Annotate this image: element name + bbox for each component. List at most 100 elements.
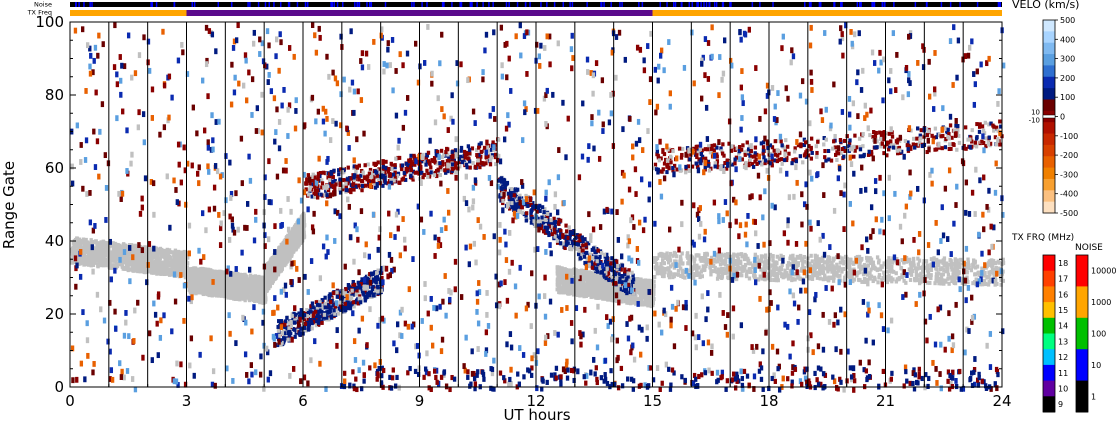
range-cell xyxy=(568,283,573,288)
range-cell xyxy=(224,279,228,284)
range-cell xyxy=(277,260,281,265)
range-cell xyxy=(72,259,76,264)
range-cell xyxy=(111,246,116,251)
range-cell xyxy=(207,284,212,289)
range-cell xyxy=(813,266,817,271)
range-cell xyxy=(649,284,653,289)
range-cell xyxy=(205,292,210,297)
range-cell xyxy=(142,255,146,260)
range-cell xyxy=(182,249,186,254)
range-cell xyxy=(129,267,134,272)
range-cell xyxy=(139,265,143,270)
range-cell xyxy=(640,285,644,290)
range-cell xyxy=(91,239,96,244)
range-cell xyxy=(570,275,574,280)
range-cell xyxy=(77,242,81,247)
range-cell xyxy=(633,299,637,304)
range-cell xyxy=(205,272,209,277)
range-cell xyxy=(136,269,140,274)
range-cell xyxy=(294,229,299,234)
range-cell xyxy=(657,252,661,257)
range-cell xyxy=(677,262,681,267)
range-cell xyxy=(173,248,178,253)
range-cell xyxy=(302,230,306,235)
noise-strip-mark xyxy=(925,2,928,7)
range-cell xyxy=(230,279,234,284)
noise-strip-mark xyxy=(659,2,661,7)
range-cell xyxy=(676,272,681,277)
range-cell xyxy=(641,278,645,283)
range-cell xyxy=(217,285,221,290)
range-cell xyxy=(600,274,604,279)
range-cell xyxy=(255,291,259,296)
range-cell xyxy=(299,231,303,236)
range-cell xyxy=(123,243,128,248)
range-cell xyxy=(116,254,120,259)
range-cell xyxy=(270,257,274,262)
range-cell xyxy=(110,258,115,263)
range-cell xyxy=(572,270,576,275)
range-cell xyxy=(236,273,241,278)
range-cell xyxy=(215,287,220,292)
noise-strip-mark xyxy=(638,2,640,7)
range-cell xyxy=(937,271,941,276)
range-cell xyxy=(616,287,620,292)
range-cell xyxy=(280,245,284,250)
range-cell xyxy=(109,265,113,270)
range-cell xyxy=(297,227,301,232)
range-cell xyxy=(651,299,655,304)
range-cell xyxy=(173,252,178,257)
range-cell xyxy=(265,278,270,283)
range-cell xyxy=(187,278,191,283)
noise-strip-mark xyxy=(356,2,358,7)
noise-strip-mark xyxy=(75,2,77,7)
range-cell xyxy=(639,281,644,286)
range-cell xyxy=(102,252,107,257)
range-cell xyxy=(563,287,567,292)
range-cell xyxy=(173,262,177,267)
range-cell xyxy=(158,256,162,261)
range-cell xyxy=(148,250,153,255)
range-cell xyxy=(83,239,88,244)
noise-strip-mark xyxy=(492,2,494,7)
range-cell xyxy=(986,282,991,287)
range-cell xyxy=(264,269,268,274)
range-cell xyxy=(578,287,582,292)
range-cell xyxy=(639,296,643,301)
range-cell xyxy=(599,292,603,297)
range-cell xyxy=(103,243,107,248)
range-cell xyxy=(573,284,578,289)
range-cell xyxy=(79,258,84,263)
range-cell xyxy=(89,256,94,261)
range-cell xyxy=(141,268,145,273)
range-cell xyxy=(569,268,573,273)
range-cell xyxy=(205,279,209,284)
range-cell xyxy=(260,299,264,304)
range-cell xyxy=(692,259,696,264)
range-cell xyxy=(934,278,938,283)
range-cell xyxy=(679,266,683,271)
range-cell xyxy=(278,264,282,269)
noise-strip-mark xyxy=(78,2,80,7)
range-cell xyxy=(601,281,606,286)
noise-strip-mark xyxy=(368,2,371,7)
range-cell xyxy=(239,281,243,286)
range-cell xyxy=(584,269,588,274)
range-cell xyxy=(298,219,303,224)
range-cell xyxy=(563,282,567,287)
noise-strip-mark xyxy=(459,2,461,7)
range-cell xyxy=(183,275,188,280)
range-cell xyxy=(649,304,654,309)
range-cell xyxy=(133,260,138,265)
range-cell xyxy=(652,279,656,284)
range-cell xyxy=(123,266,127,271)
range-cell xyxy=(594,279,598,284)
noise-strip-mark xyxy=(873,2,876,7)
range-cell xyxy=(620,299,624,304)
noise-strip-mark xyxy=(833,2,835,7)
range-cell xyxy=(115,249,119,254)
range-cell xyxy=(208,292,212,297)
range-cell xyxy=(88,245,92,250)
noise-strip-mark xyxy=(893,2,895,7)
